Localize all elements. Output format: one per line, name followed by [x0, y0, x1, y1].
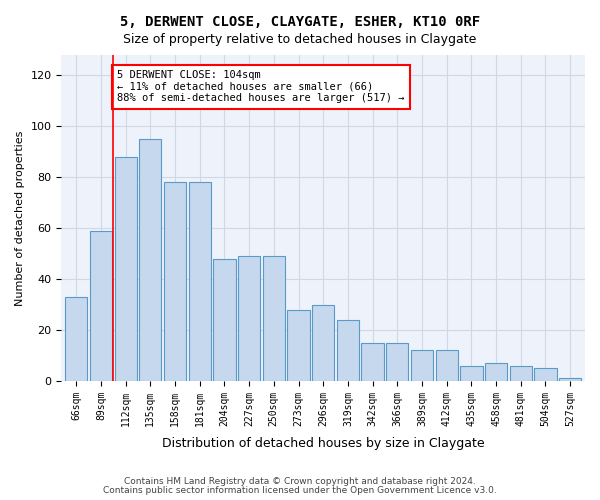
Bar — [139, 139, 161, 381]
Bar — [485, 363, 507, 381]
Text: Size of property relative to detached houses in Claygate: Size of property relative to detached ho… — [124, 32, 476, 46]
X-axis label: Distribution of detached houses by size in Claygate: Distribution of detached houses by size … — [162, 437, 485, 450]
Bar — [115, 157, 137, 381]
Bar — [65, 297, 88, 381]
Bar — [164, 182, 186, 381]
Bar — [287, 310, 310, 381]
Text: 5 DERWENT CLOSE: 104sqm
← 11% of detached houses are smaller (66)
88% of semi-de: 5 DERWENT CLOSE: 104sqm ← 11% of detache… — [117, 70, 404, 104]
Bar — [238, 256, 260, 381]
Bar — [337, 320, 359, 381]
Bar — [188, 182, 211, 381]
Bar — [386, 342, 409, 381]
Bar — [460, 366, 482, 381]
Bar — [436, 350, 458, 381]
Bar — [535, 368, 557, 381]
Text: 5, DERWENT CLOSE, CLAYGATE, ESHER, KT10 0RF: 5, DERWENT CLOSE, CLAYGATE, ESHER, KT10 … — [120, 15, 480, 29]
Bar — [509, 366, 532, 381]
Bar — [263, 256, 285, 381]
Bar — [213, 258, 236, 381]
Bar — [361, 342, 384, 381]
Bar — [411, 350, 433, 381]
Bar — [90, 230, 112, 381]
Y-axis label: Number of detached properties: Number of detached properties — [15, 130, 25, 306]
Text: Contains HM Land Registry data © Crown copyright and database right 2024.: Contains HM Land Registry data © Crown c… — [124, 477, 476, 486]
Bar — [312, 304, 334, 381]
Bar — [559, 378, 581, 381]
Text: Contains public sector information licensed under the Open Government Licence v3: Contains public sector information licen… — [103, 486, 497, 495]
